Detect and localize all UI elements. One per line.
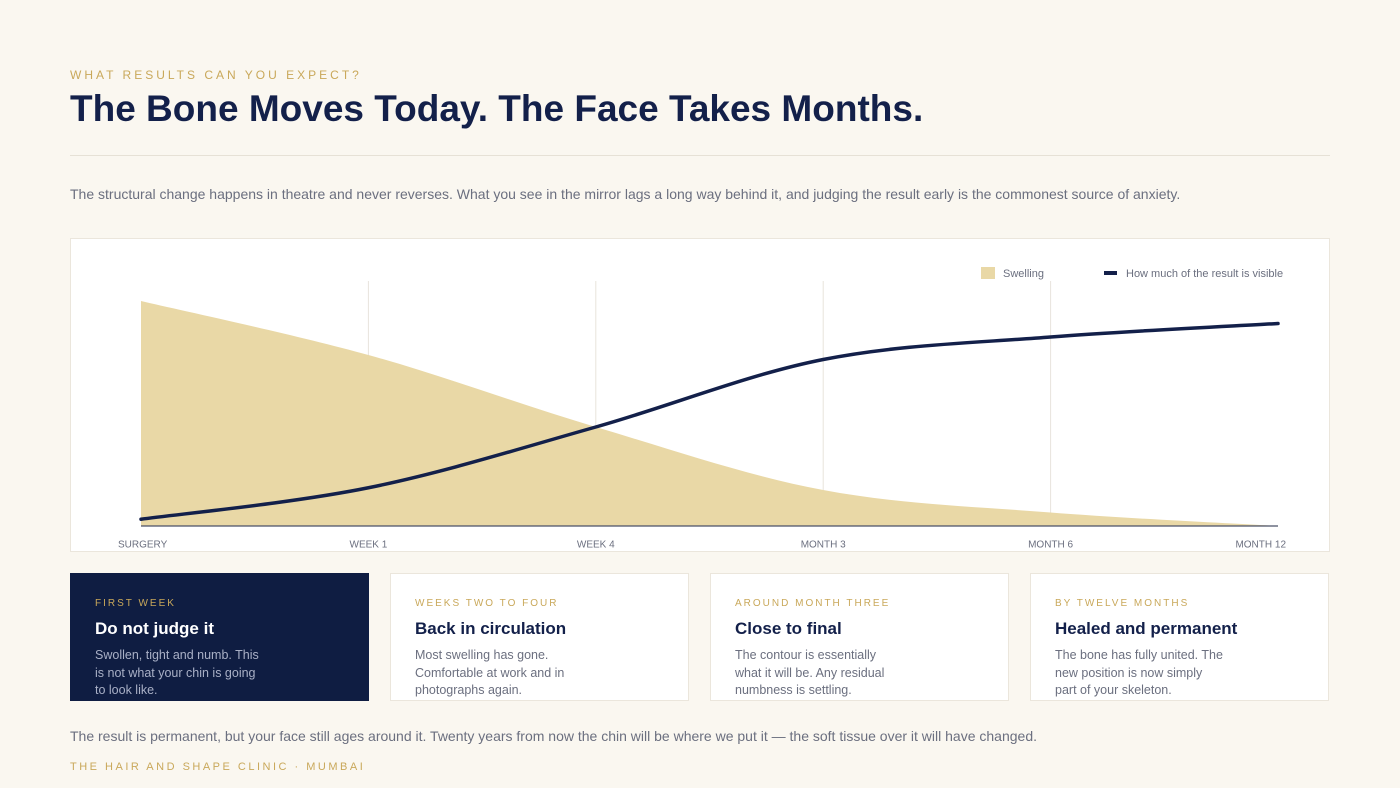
x-tick-label: SURGERY — [118, 540, 168, 551]
card-heading: Close to final — [735, 619, 842, 638]
card: BY TWELVE MONTHS Healed and permanent The … — [1030, 573, 1329, 701]
divider — [70, 155, 1330, 156]
area — [141, 301, 1278, 526]
card-text: The bone has fully united. The new posit… — [1055, 648, 1223, 697]
x-tick-label: MONTH 6 — [1028, 540, 1073, 551]
x-tick-label: WEEK 1 — [350, 540, 388, 551]
card: FIRST WEEK Do not judge it Swollen, tight … — [70, 573, 369, 701]
footer: THE HAIR AND SHAPE CLINIC · MUMBAI — [70, 761, 366, 773]
legend-label: How much of the result is visible — [1126, 268, 1283, 280]
x-tick-label: MONTH 12 — [1235, 540, 1286, 551]
eyebrow: WHAT RESULTS CAN YOU EXPECT? — [70, 68, 362, 82]
card: AROUND MONTH THREE Close to final The cont… — [710, 573, 1009, 701]
x-tick-label: WEEK 4 — [577, 540, 615, 551]
legend-label: Swelling — [1003, 268, 1044, 280]
card-label: BY TWELVE MONTHS — [1055, 598, 1190, 609]
footnote: The result is permanent, but your face s… — [70, 728, 1037, 744]
chart: SURGERY WEEK 1 WEEK 4 MONTH 3 MONTH 6 MONTH 1… — [118, 267, 1286, 551]
card: WEEKS TWO TO FOUR Back in circulation Most… — [390, 573, 689, 701]
card-label: WEEKS TWO TO FOUR — [415, 598, 559, 609]
line — [139, 321, 1280, 521]
card-text: The contour is essentially what it will … — [735, 648, 885, 697]
intro: The structural change happens in theatre… — [70, 186, 1181, 202]
card-heading: Healed and permanent — [1055, 619, 1238, 638]
title: The Bone Moves Today. The Face Takes Mon… — [70, 88, 924, 129]
cards: FIRST WEEK Do not judge it Swollen, tight … — [70, 573, 1330, 701]
card-label: FIRST WEEK — [95, 598, 176, 609]
legend-swatch — [981, 267, 995, 279]
x-tick-label: MONTH 3 — [801, 540, 846, 551]
card-heading: Back in circulation — [415, 619, 567, 638]
card-text: Swollen, tight and numb. This is not wha… — [95, 648, 259, 697]
chart-panel: SURGERY WEEK 1 WEEK 4 MONTH 3 MONTH 6 MONTH 1… — [70, 238, 1330, 552]
card-text: Most swelling has gone. Comfortable at w… — [415, 648, 565, 697]
card-label: AROUND MONTH THREE — [735, 598, 891, 609]
card-heading: Do not judge it — [95, 619, 214, 638]
legend-swatch — [1104, 271, 1117, 275]
